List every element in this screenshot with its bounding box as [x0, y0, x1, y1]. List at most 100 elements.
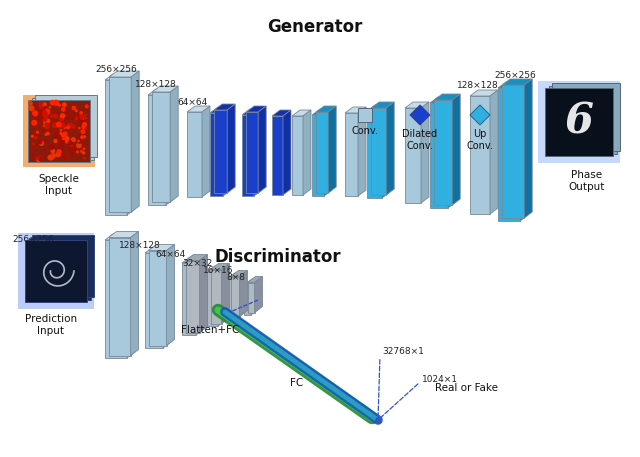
Circle shape	[42, 111, 47, 115]
Circle shape	[30, 106, 32, 109]
Circle shape	[79, 115, 83, 119]
Circle shape	[54, 101, 59, 105]
Polygon shape	[490, 90, 498, 214]
Circle shape	[67, 124, 68, 125]
Polygon shape	[221, 264, 230, 324]
Circle shape	[74, 113, 76, 114]
Circle shape	[62, 154, 66, 159]
Circle shape	[37, 118, 39, 120]
Polygon shape	[312, 109, 332, 115]
Circle shape	[65, 156, 67, 157]
Polygon shape	[214, 104, 236, 110]
Circle shape	[54, 114, 58, 118]
Polygon shape	[207, 272, 218, 326]
Polygon shape	[166, 244, 175, 345]
Text: Discriminator: Discriminator	[214, 248, 341, 266]
Polygon shape	[452, 94, 460, 205]
Polygon shape	[272, 116, 283, 195]
Polygon shape	[410, 105, 430, 125]
Circle shape	[39, 111, 42, 114]
Circle shape	[40, 141, 44, 145]
Polygon shape	[502, 85, 524, 218]
Circle shape	[85, 128, 86, 129]
Circle shape	[84, 158, 85, 159]
Polygon shape	[242, 109, 262, 115]
Circle shape	[60, 117, 64, 121]
Polygon shape	[367, 111, 382, 198]
Circle shape	[49, 156, 51, 158]
Polygon shape	[324, 109, 332, 196]
Text: Flatten+FC: Flatten+FC	[181, 325, 239, 335]
Polygon shape	[35, 95, 97, 157]
Text: Up
Conv.: Up Conv.	[467, 129, 493, 151]
Circle shape	[77, 151, 78, 153]
Circle shape	[54, 139, 57, 143]
Text: 256×256: 256×256	[494, 71, 536, 80]
Circle shape	[44, 103, 45, 106]
Polygon shape	[421, 102, 429, 203]
Polygon shape	[148, 95, 166, 205]
Circle shape	[67, 126, 70, 128]
Circle shape	[36, 157, 39, 159]
Polygon shape	[345, 107, 366, 113]
Polygon shape	[145, 253, 163, 348]
Polygon shape	[246, 112, 258, 193]
Polygon shape	[23, 95, 95, 167]
Circle shape	[49, 145, 54, 149]
Circle shape	[86, 115, 88, 117]
Circle shape	[38, 157, 42, 160]
Circle shape	[48, 154, 52, 158]
Polygon shape	[434, 94, 460, 100]
Circle shape	[44, 122, 45, 123]
Polygon shape	[248, 276, 262, 282]
Circle shape	[79, 135, 82, 138]
Polygon shape	[545, 88, 613, 156]
Circle shape	[43, 130, 44, 132]
Circle shape	[31, 135, 33, 137]
Polygon shape	[292, 110, 311, 116]
Polygon shape	[470, 90, 498, 96]
Circle shape	[78, 119, 81, 122]
Circle shape	[29, 106, 34, 111]
Polygon shape	[186, 255, 207, 260]
Polygon shape	[239, 271, 248, 317]
Text: 16×16: 16×16	[203, 266, 233, 275]
Circle shape	[60, 140, 64, 144]
Circle shape	[47, 132, 49, 135]
Polygon shape	[524, 79, 532, 218]
Polygon shape	[227, 273, 244, 279]
Circle shape	[39, 104, 44, 108]
Circle shape	[33, 111, 38, 116]
Polygon shape	[371, 108, 386, 195]
Polygon shape	[292, 116, 303, 195]
Circle shape	[42, 117, 43, 118]
Polygon shape	[109, 238, 131, 356]
Polygon shape	[152, 86, 178, 92]
Circle shape	[86, 105, 88, 108]
Polygon shape	[430, 103, 448, 208]
Polygon shape	[405, 102, 429, 108]
Polygon shape	[538, 81, 620, 163]
Circle shape	[84, 136, 86, 138]
Polygon shape	[272, 110, 291, 116]
Polygon shape	[187, 112, 202, 197]
Polygon shape	[345, 113, 358, 196]
Polygon shape	[211, 270, 221, 324]
Polygon shape	[227, 279, 236, 319]
Circle shape	[66, 111, 69, 114]
Polygon shape	[242, 115, 254, 196]
Circle shape	[78, 140, 79, 142]
Polygon shape	[109, 77, 131, 212]
Circle shape	[82, 125, 86, 128]
Polygon shape	[105, 240, 127, 358]
Polygon shape	[283, 110, 291, 195]
Circle shape	[69, 141, 72, 144]
Polygon shape	[200, 255, 207, 333]
Circle shape	[56, 153, 60, 157]
Circle shape	[34, 136, 36, 139]
Polygon shape	[367, 105, 390, 111]
Polygon shape	[145, 247, 171, 253]
Polygon shape	[105, 80, 127, 215]
Polygon shape	[152, 92, 170, 202]
Polygon shape	[470, 105, 490, 125]
